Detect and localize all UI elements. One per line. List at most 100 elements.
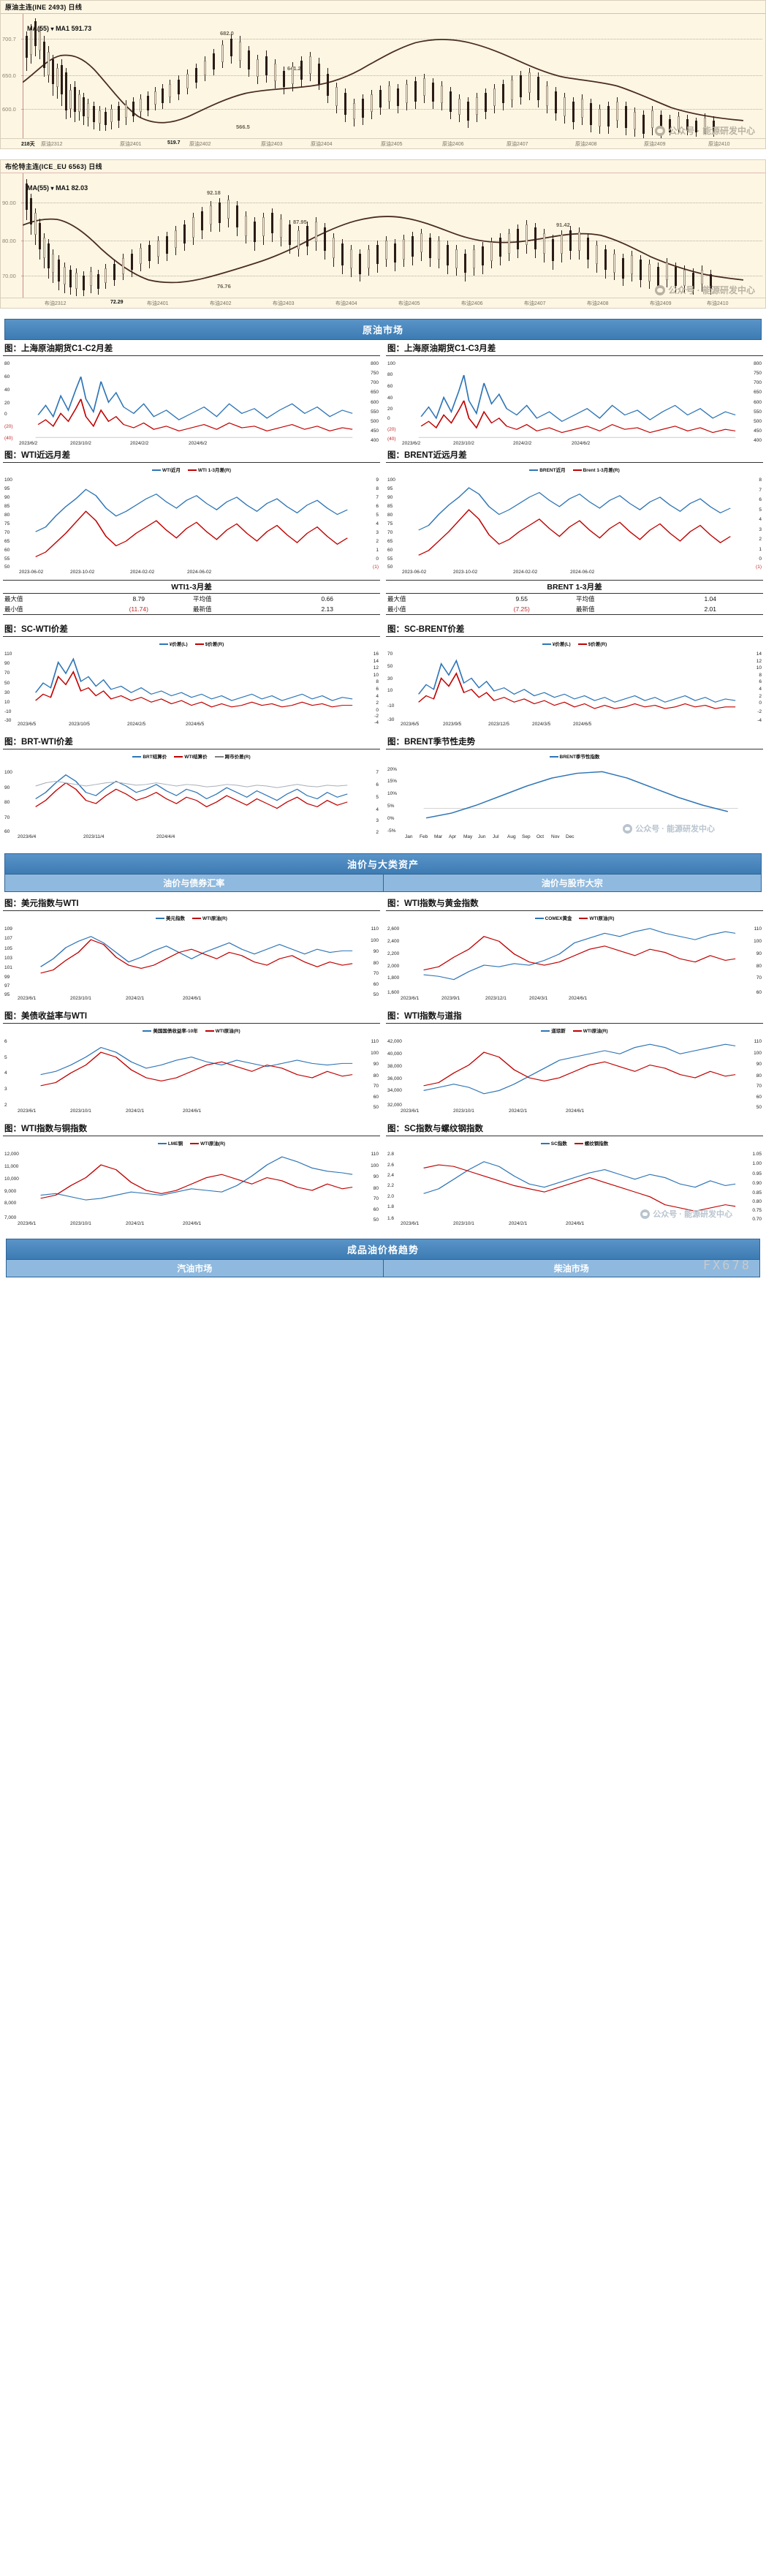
spacer <box>0 149 766 159</box>
stats-header: WTI1-3月差 <box>3 580 380 594</box>
y-tick-left: -30 <box>387 717 395 722</box>
plot-area[interactable]: 80 60 40 20 0 (20) (40) 800 750 700 650 … <box>3 358 380 446</box>
y-tick-right: 5 <box>759 507 762 513</box>
subbanner-diesel: 柴油市场 <box>382 1260 759 1277</box>
plot-area[interactable]: BRENT季节性指数 20% 15% 10% 5% 0% -5% Jan Feb… <box>386 751 763 839</box>
y-tick-right: 4 <box>376 521 379 526</box>
series-lines <box>423 1161 736 1212</box>
kline-body-brent[interactable]: MA(55) ▾ MA1 82.03 90.00 80.00 70.00 92.… <box>1 173 765 298</box>
price-annotation: 682.0 <box>220 30 234 37</box>
chart-cell-wti-copper[interactable]: 图：WTI指数与铜指数 LME铜 WTI原油(R) 12,000 11,000 … <box>0 1120 383 1227</box>
y-tick-left: 100 <box>4 477 12 483</box>
x-tick: 布油2312 <box>45 301 67 306</box>
price-annotation: 641.2 <box>287 65 301 72</box>
y-tick-left: 30 <box>387 676 393 681</box>
chart-cell-usd-wti[interactable]: 图：美元指数与WTI 美元指数 WTI原油(R) 109 107 105 103… <box>0 895 383 1002</box>
brand-logo: FX678 <box>702 1258 751 1273</box>
chart-cell-sc-wti[interactable]: 图：SC-WTI价差 ¥价差(L) $价差(R) 110 90 70 50 30… <box>0 621 383 728</box>
y-tick-right: 70 <box>373 1196 379 1202</box>
x-tick: 2023/6/4 <box>18 834 37 839</box>
plot-area[interactable]: BRT结算价 WTI结算价 跨市价差(R) 100 90 80 70 60 7 … <box>3 751 380 839</box>
chart-cell-brt-wti[interactable]: 图：BRT-WTI价差 BRT结算价 WTI结算价 跨市价差(R) 100 90… <box>0 733 383 840</box>
plot-area[interactable]: BRENT近月 Brent 1-3月差(R) 100 95 90 85 80 7… <box>386 464 763 575</box>
plot-area[interactable]: 道琼斯 WTI原油(R) 42,000 40,000 38,000 36,000… <box>386 1025 763 1114</box>
plot-area[interactable]: SC指数 螺纹钢指数 2.8 2.6 2.4 2.2 2.0 1.8 1.6 1… <box>386 1138 763 1226</box>
y-tick-left: 60 <box>4 548 10 553</box>
y-tick-left: -10 <box>387 703 395 709</box>
chart-cell-sc-rebar[interactable]: 图：SC指数与螺纹钢指数 SC指数 螺纹钢指数 2.8 2.6 2.4 2.2 … <box>383 1120 766 1227</box>
x-tick: 布油2407 <box>524 301 546 306</box>
y-tick-left: 55 <box>4 556 10 562</box>
legend-item: $价差(R) <box>577 640 607 647</box>
y-tick-right: 100 <box>371 937 379 943</box>
y-tick-left: 75 <box>4 521 10 526</box>
legend-item: $价差(R) <box>194 640 224 647</box>
kline-chart-crude[interactable]: 原油主连(INE 2493) 日线 MA(55) ▾ MA1 591.73 70… <box>0 0 766 149</box>
x-tick: 布油2402 <box>210 301 232 306</box>
watermark-section: 公众号 · 能源研发中心 <box>623 823 715 834</box>
chart-cell-wti-spread[interactable]: 图：WTI近远月差 WTI近月 WTI 1-3月差(R) 100 95 90 8… <box>0 447 383 575</box>
y-tick-left: 95 <box>4 992 10 998</box>
y-tick-right: 450 <box>371 428 379 434</box>
y-tick-left: 60 <box>387 384 393 389</box>
y-tick-left: 2,000 <box>387 963 400 969</box>
chart-cell-brent-seasonality[interactable]: 图：BRENT季节性走势 BRENT季节性指数 20% 15% 10% 5% 0… <box>383 733 766 840</box>
watermark-brent: 公众号 · 能源研发中心 <box>655 284 755 296</box>
chart-cell-sc-c1c2[interactable]: 图：上海原油期货C1-C2月差 80 60 40 20 0 (20) (40) … <box>0 340 383 447</box>
plot-area[interactable]: LME铜 WTI原油(R) 12,000 11,000 10,000 9,000… <box>3 1138 380 1226</box>
plot-area[interactable]: 100 80 60 40 20 0 (20) (40) 800 750 700 … <box>386 358 763 446</box>
y-tick-right: 50 <box>373 1217 379 1223</box>
y-tick-right: 8 <box>759 672 762 678</box>
y-tick-right: 80 <box>756 963 762 969</box>
y-tick-left: 50 <box>4 564 10 570</box>
chart-cell-sc-c1c3[interactable]: 图：上海原油期货C1-C3月差 100 80 60 40 20 0 (20) (… <box>383 340 766 447</box>
x-tick: 布油2403 <box>273 301 295 306</box>
legend-item: BRENT近月 <box>529 466 566 473</box>
y-tick-left: 107 <box>4 936 12 942</box>
chart-cell-wti-gold[interactable]: 图：WTI指数与黄金指数 COMEX黄金 WTI原油(R) 2,600 2,40… <box>383 895 766 1002</box>
y-tick-right: 9 <box>376 477 379 483</box>
y-tick-left: 40 <box>387 395 393 401</box>
x-tick: Feb <box>420 834 428 839</box>
y-tick-right: 60 <box>373 1094 379 1100</box>
chart-cell-wti-dow[interactable]: 图：WTI指数与道指 道琼斯 WTI原油(R) 42,000 40,000 38… <box>383 1008 766 1114</box>
chart-cell-yield-wti[interactable]: 图：美债收益率与WTI 美国国债收益率-10年 WTI原油(R) 6 5 4 3… <box>0 1008 383 1114</box>
plot-area[interactable]: 美国国债收益率-10年 WTI原油(R) 6 5 4 3 2 110 100 9… <box>3 1025 380 1114</box>
chart-cell-brent-spread[interactable]: 图：BRENT近远月差 BRENT近月 Brent 1-3月差(R) 100 9… <box>383 447 766 575</box>
y-tick-right: 0 <box>376 707 379 713</box>
y-tick-right: -4 <box>757 718 762 724</box>
x-tick: 2024-02-02 <box>130 570 155 575</box>
kline-chart-brent[interactable]: 布伦特主连(ICE_EU 6563) 日线 MA(55) ▾ MA1 82.03… <box>0 159 766 309</box>
plot-area[interactable]: ¥价差(L) $价差(R) 110 90 70 50 30 10 -10 -30… <box>3 638 380 727</box>
y-tick-right: 100 <box>754 939 762 944</box>
plot-area[interactable]: WTI近月 WTI 1-3月差(R) 100 95 90 85 80 75 70… <box>3 464 380 575</box>
y-tick-left: 1.6 <box>387 1215 395 1221</box>
y-tick-left: 80 <box>387 513 393 518</box>
y-tick-left: 30 <box>4 690 10 695</box>
watermark-crude: 公众号 · 能源研发中心 <box>655 124 755 137</box>
stats-table-brent: BRENT 1-3月差 最大值 9.55 平均值 1.04 最小值 (7.25)… <box>383 580 766 615</box>
x-tick: 原油2408 <box>575 142 597 147</box>
x-tick: 2024/4/4 <box>156 834 175 839</box>
y-tick-left: 2,200 <box>387 951 400 956</box>
chart-legend: COMEX黄金 WTI原油(R) <box>386 914 763 921</box>
y-tick-right: 70 <box>756 1084 762 1089</box>
wechat-icon <box>640 1209 651 1219</box>
subbanner-product: 汽油市场 柴油市场 <box>6 1260 760 1277</box>
y-tick-right: 110 <box>371 1152 379 1157</box>
plot-area[interactable]: 美元指数 WTI原油(R) 109 107 105 103 101 99 97 … <box>3 913 380 1001</box>
legend-item: ¥价差(L) <box>542 640 571 647</box>
y-tick-left: 20 <box>387 407 393 412</box>
chart-cell-sc-brent[interactable]: 图：SC-BRENT价差 ¥价差(L) $价差(R) 70 50 30 10 -… <box>383 621 766 728</box>
plot-area[interactable]: ¥价差(L) $价差(R) 70 50 30 10 -10 -30 14 12 … <box>386 638 763 727</box>
chart-row-2: 图：WTI近远月差 WTI近月 WTI 1-3月差(R) 100 95 90 8… <box>0 447 766 575</box>
chart-title: 图：WTI指数与黄金指数 <box>386 895 763 911</box>
plot-area[interactable]: COMEX黄金 WTI原油(R) 2,600 2,400 2,200 2,000… <box>386 913 763 1001</box>
kline-body-crude[interactable]: MA(55) ▾ MA1 591.73 700.7 650.0 600.0 68… <box>1 14 765 138</box>
y-tick-right: 10 <box>756 665 762 671</box>
x-tick: 2023/10/1 <box>70 1108 91 1114</box>
y-tick-left: 70 <box>387 651 393 657</box>
x-tick: Sep <box>522 834 531 839</box>
y-tick: 70.00 <box>2 273 16 279</box>
legend-item: WTI原油(R) <box>579 914 614 921</box>
